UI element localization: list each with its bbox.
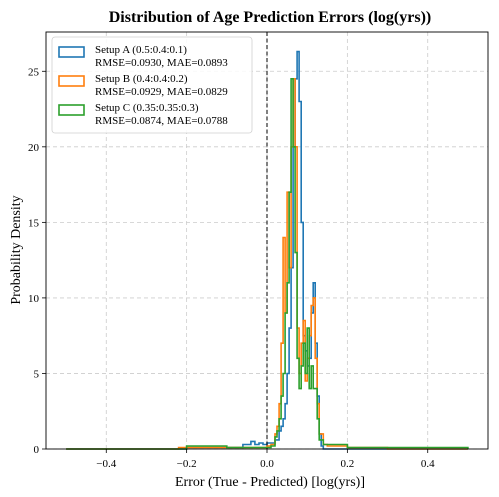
y-axis-ticks: 0 5 10 15 20 25 [28,66,46,456]
x-tick-label: 0.2 [340,458,354,470]
x-tick-label: −0.2 [177,458,197,470]
legend-swatch-2 [58,75,85,87]
legend-label-1: Setup A (0.5:0.4:0.1) [95,44,187,56]
y-tick-label: 0 [34,444,40,456]
legend-stats-2: RMSE=0.0929, MAE=0.0829 [95,86,228,98]
series-step-3 [66,78,469,450]
y-tick-label: 5 [34,368,40,380]
y-tick-label: 15 [28,217,40,229]
x-tick-label: 0.0 [260,458,274,470]
chart-title: Distribution of Age Prediction Errors (l… [109,9,431,26]
x-tick-label: −0.4 [96,458,116,470]
y-tick-label: 20 [28,142,40,154]
legend-swatch-1 [58,46,85,58]
x-axis-ticks: −0.4 −0.2 0.0 0.2 0.4 [96,449,435,470]
x-tick-label: 0.4 [421,458,435,470]
legend: Setup A (0.5:0.4:0.1)RMSE=0.0930, MAE=0.… [51,36,253,134]
x-axis-label: Error (True - Predicted) [log(yrs)] [175,475,365,490]
y-tick-label: 10 [28,293,40,305]
legend-stats-3: RMSE=0.0874, MAE=0.0788 [95,115,228,127]
legend-box [51,36,253,134]
legend-label-3: Setup C (0.35:0.35:0.3) [95,102,199,114]
legend-label-2: Setup B (0.4:0.4:0.2) [95,73,188,85]
y-tick-label: 25 [28,66,40,78]
series-step-1 [66,50,468,450]
histogram-series [66,50,469,450]
y-axis-label: Probability Density [9,195,24,304]
legend-swatch-3 [58,104,85,116]
legend-stats-1: RMSE=0.0930, MAE=0.0893 [95,57,228,69]
